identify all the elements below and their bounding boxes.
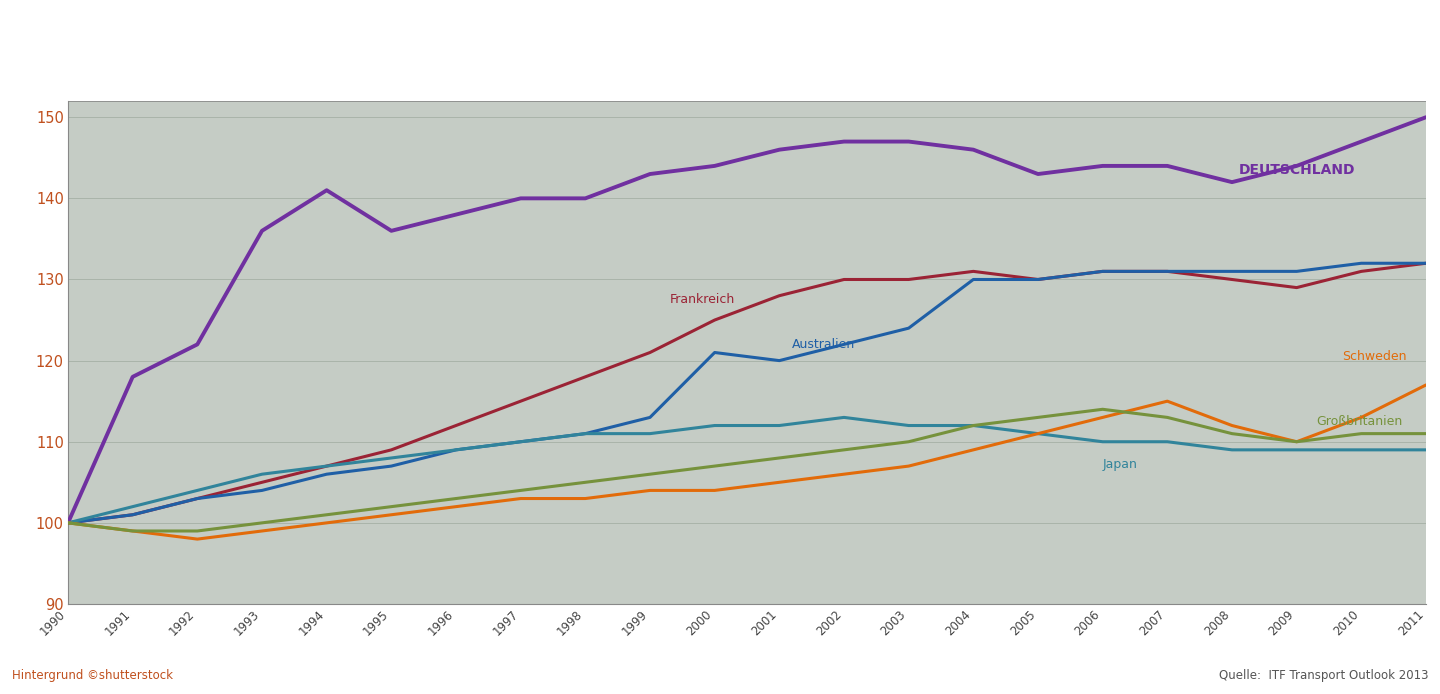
Text: Großbritanien: Großbritanien [1316,415,1403,428]
Text: Frankreich: Frankreich [670,294,734,306]
Text: Hintergrund ©shutterstock: Hintergrund ©shutterstock [12,668,173,682]
Text: Japan: Japan [1103,458,1138,471]
Text: Auto-mobil?: Auto-mobil? [69,30,323,66]
Text: Schweden: Schweden [1342,350,1407,363]
Text: Quelle:  ITF Transport Outlook 2013: Quelle: ITF Transport Outlook 2013 [1220,668,1428,682]
Text: Anstieg in der Nutzung von Privatwagen seit 1990 (=100), in Personenkilometern: Anstieg in der Nutzung von Privatwagen s… [69,61,635,76]
Text: DEUTSCHLAND: DEUTSCHLAND [1238,163,1355,177]
Text: Australien: Australien [792,338,855,351]
